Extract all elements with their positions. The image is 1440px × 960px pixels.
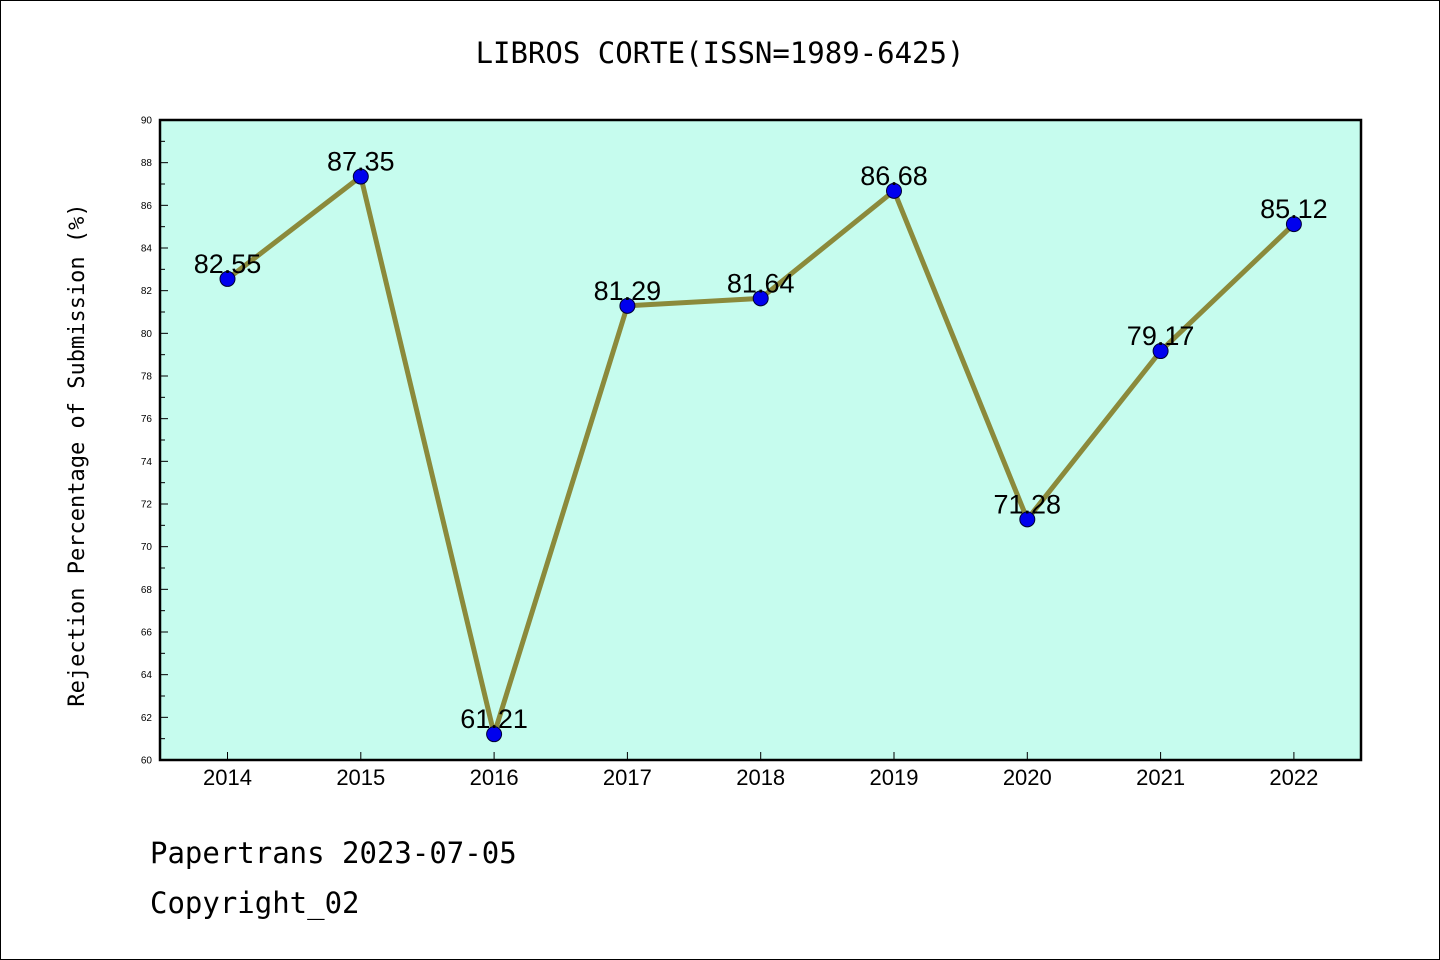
x-tick-label: 2019 xyxy=(870,765,919,790)
x-tick-label: 2016 xyxy=(470,765,519,790)
data-label: 85.12 xyxy=(1260,194,1328,224)
y-tick-label: 84 xyxy=(141,244,153,255)
data-point xyxy=(752,290,769,307)
y-tick-label: 74 xyxy=(141,457,153,468)
data-point xyxy=(352,168,369,185)
x-tick-label: 2021 xyxy=(1136,765,1185,790)
x-tick-label: 2022 xyxy=(1269,765,1318,790)
x-tick-label: 2014 xyxy=(203,765,252,790)
y-tick-label: 82 xyxy=(141,286,153,297)
y-tick-label: 66 xyxy=(141,628,153,639)
data-point xyxy=(1152,343,1169,360)
y-tick-label: 62 xyxy=(141,713,153,724)
y-tick-label: 90 xyxy=(141,116,153,127)
y-tick-label: 88 xyxy=(141,158,153,169)
data-label: 61.21 xyxy=(460,704,528,734)
y-tick-label: 60 xyxy=(141,756,153,767)
y-tick-label: 76 xyxy=(141,414,153,425)
y-tick-label: 86 xyxy=(141,201,153,212)
footer-source: Papertrans 2023-07-05 xyxy=(150,836,517,870)
y-tick-label: 68 xyxy=(141,585,153,596)
x-tick-label: 2015 xyxy=(336,765,385,790)
y-tick-label: 80 xyxy=(141,329,153,340)
data-point xyxy=(1019,511,1036,528)
y-tick-label: 70 xyxy=(141,542,153,553)
y-axis-label: Rejection Percentage of Submission (%) xyxy=(65,203,90,706)
y-tick-label: 78 xyxy=(141,372,153,383)
series-line-group xyxy=(219,168,1302,743)
y-tick-label: 64 xyxy=(141,670,153,681)
chart-title: LIBROS CORTE(ISSN=1989-6425) xyxy=(475,36,965,70)
plot-area xyxy=(158,118,1363,762)
y-tick-label: 72 xyxy=(141,500,153,511)
data-point xyxy=(619,297,636,314)
data-labels: 82.55 87.35 61.21 81.29 81.64 86.68 71.28 79.17… xyxy=(194,147,1328,735)
x-axis-ticks: 2014 2015 2016 2017 2018 2019 2020 2021 2022 xyxy=(203,752,1318,790)
data-label: 82.55 xyxy=(194,249,262,279)
data-point xyxy=(219,270,236,287)
data-label: 79.17 xyxy=(1127,321,1195,351)
data-label: 81.64 xyxy=(727,268,795,298)
y-axis-ticks: 60 62 64 66 68 70 72 74 76 78 80 82 84 86 88 90 xyxy=(141,116,168,767)
data-point xyxy=(1285,216,1302,233)
data-label: 71.28 xyxy=(994,489,1062,519)
x-tick-label: 2018 xyxy=(736,765,785,790)
data-label: 86.68 xyxy=(860,161,928,191)
x-tick-label: 2017 xyxy=(603,765,652,790)
data-label: 81.29 xyxy=(594,276,662,306)
data-point xyxy=(886,182,902,199)
data-label: 87.35 xyxy=(327,147,395,177)
data-point xyxy=(486,726,503,743)
footer-copyright: Copyright_02 xyxy=(150,886,360,920)
x-tick-label: 2020 xyxy=(1003,765,1052,790)
